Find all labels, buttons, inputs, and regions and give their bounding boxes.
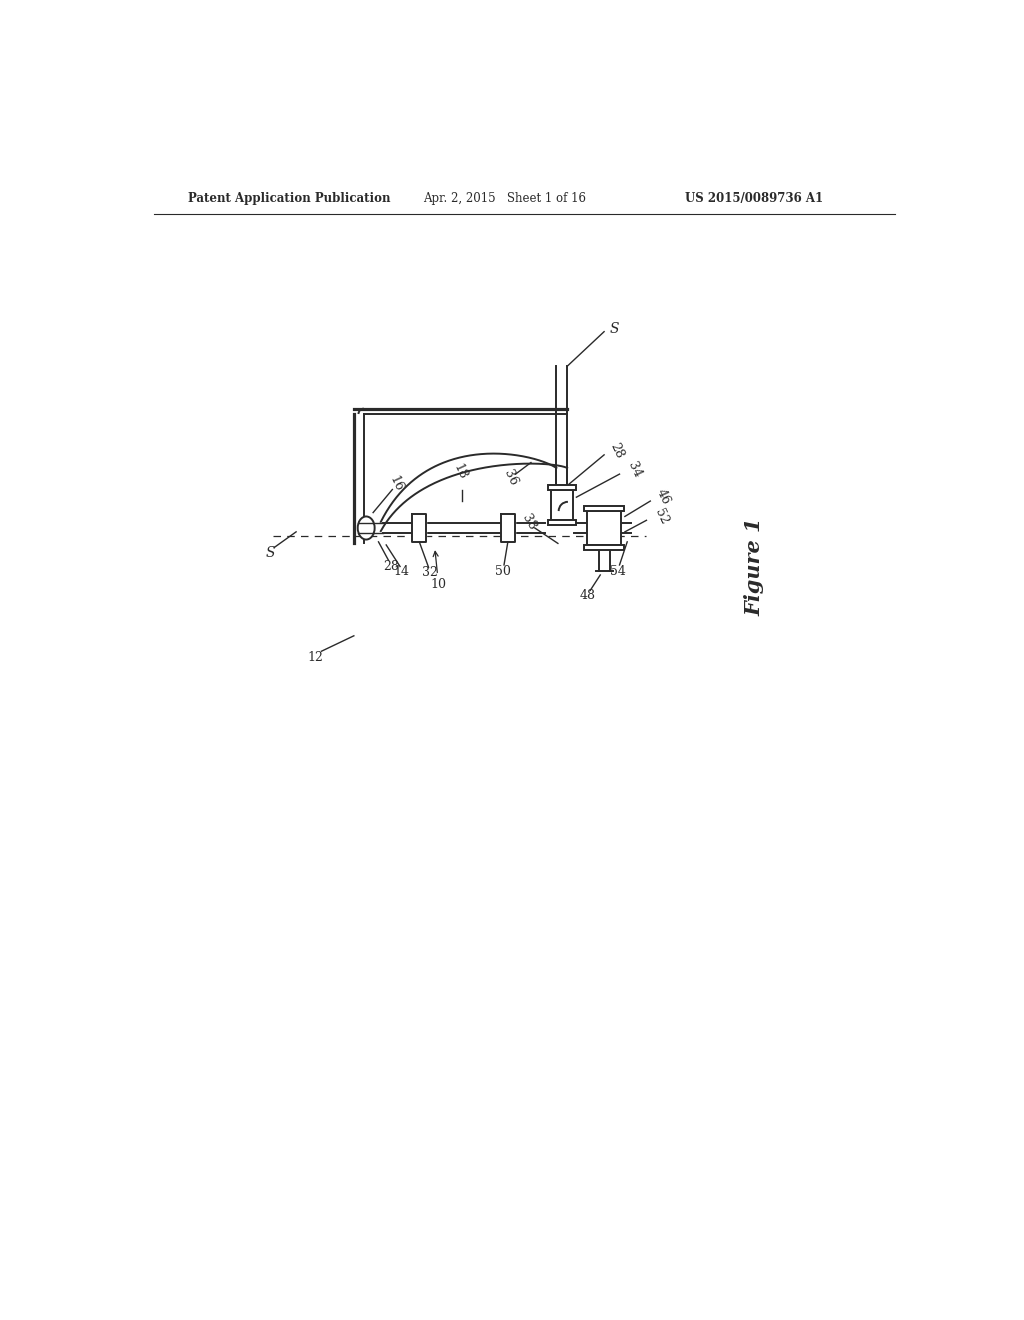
Text: 34: 34 <box>625 461 643 480</box>
Text: 12: 12 <box>307 651 324 664</box>
Text: 28: 28 <box>383 560 398 573</box>
Text: US 2015/0089736 A1: US 2015/0089736 A1 <box>685 191 823 205</box>
Bar <box>548 484 575 490</box>
Bar <box>584 507 625 511</box>
Text: 52: 52 <box>652 507 671 527</box>
Polygon shape <box>501 515 515 543</box>
Ellipse shape <box>357 516 375 540</box>
Text: S: S <box>266 545 275 560</box>
Text: 18: 18 <box>451 462 469 482</box>
Text: 14: 14 <box>393 565 410 578</box>
Text: 10: 10 <box>430 552 446 591</box>
Text: 38: 38 <box>520 512 539 532</box>
Text: 36: 36 <box>501 469 519 488</box>
FancyBboxPatch shape <box>587 511 621 545</box>
Text: 46: 46 <box>654 487 673 507</box>
Polygon shape <box>413 515 426 543</box>
Text: Apr. 2, 2015   Sheet 1 of 16: Apr. 2, 2015 Sheet 1 of 16 <box>423 191 586 205</box>
Bar <box>548 520 575 525</box>
Text: 28: 28 <box>608 441 627 461</box>
Text: 54: 54 <box>610 565 626 578</box>
Text: Patent Application Publication: Patent Application Publication <box>188 191 391 205</box>
Text: 48: 48 <box>580 589 595 602</box>
Text: 32: 32 <box>422 566 438 579</box>
Text: 16: 16 <box>387 474 406 494</box>
FancyBboxPatch shape <box>551 490 572 520</box>
Text: S: S <box>609 322 618 337</box>
Text: 50: 50 <box>495 565 510 578</box>
Bar <box>584 545 625 549</box>
Text: Figure 1: Figure 1 <box>744 517 764 615</box>
